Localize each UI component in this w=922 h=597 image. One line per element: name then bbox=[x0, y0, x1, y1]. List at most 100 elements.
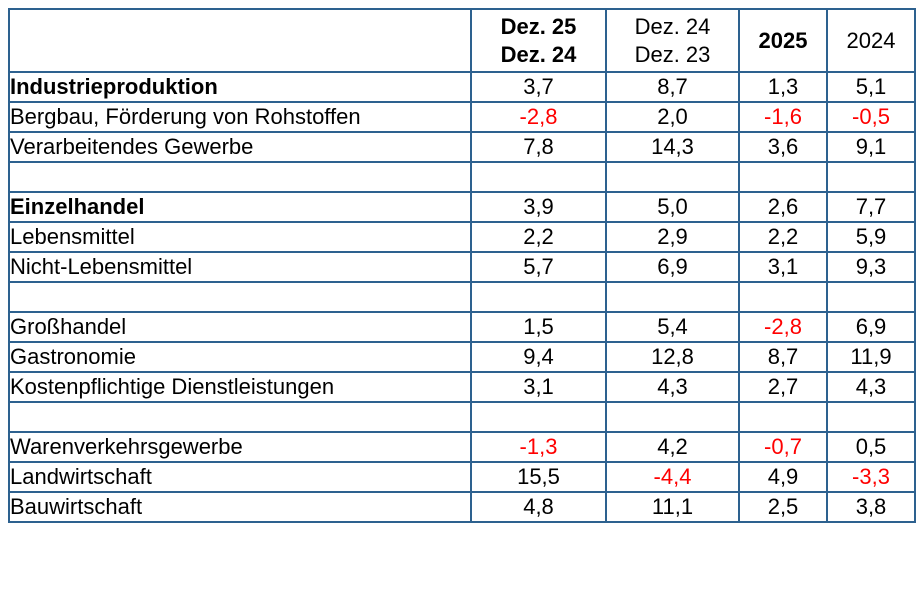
value-cell bbox=[826, 401, 916, 433]
value-cell: 11,9 bbox=[826, 341, 916, 373]
value-cell: 2,6 bbox=[738, 191, 828, 223]
row-label: Großhandel bbox=[8, 311, 472, 343]
table-row: Bergbau, Förderung von Rohstoffen -2,8 2,0… bbox=[8, 101, 916, 133]
value-cell bbox=[470, 281, 607, 313]
value-cell: -1,3 bbox=[470, 431, 607, 463]
header-line1: Dez. 24 bbox=[634, 14, 711, 39]
value-cell: 4,3 bbox=[605, 371, 740, 403]
value-cell bbox=[738, 281, 828, 313]
value-cell: -3,3 bbox=[826, 461, 916, 493]
value-cell: 8,7 bbox=[605, 71, 740, 103]
value-cell: -4,4 bbox=[605, 461, 740, 493]
value-cell: 7,7 bbox=[826, 191, 916, 223]
row-label: Einzelhandel bbox=[8, 191, 472, 223]
value-cell: 1,3 bbox=[738, 71, 828, 103]
value-cell: 2,2 bbox=[470, 221, 607, 253]
value-cell: 3,1 bbox=[470, 371, 607, 403]
value-cell: 5,1 bbox=[826, 71, 916, 103]
table-row: Nicht-Lebensmittel 5,7 6,9 3,1 9,3 bbox=[8, 251, 916, 283]
table-row: Gastronomie 9,4 12,8 8,7 11,9 bbox=[8, 341, 916, 373]
row-label: Warenverkehrsgewerbe bbox=[8, 431, 472, 463]
row-label: Lebensmittel bbox=[8, 221, 472, 253]
value-cell: 6,9 bbox=[605, 251, 740, 283]
value-cell: 3,8 bbox=[826, 491, 916, 523]
header-line2: Dez. 24 bbox=[500, 41, 577, 67]
value-cell bbox=[738, 401, 828, 433]
value-cell bbox=[470, 401, 607, 433]
value-cell bbox=[826, 161, 916, 193]
header-row: Dez. 25 Dez. 24 Dez. 24 Dez. 23 2025 202… bbox=[8, 8, 916, 73]
value-cell: 5,9 bbox=[826, 221, 916, 253]
table-row: Großhandel 1,5 5,4 -2,8 6,9 bbox=[8, 311, 916, 343]
value-cell: 14,3 bbox=[605, 131, 740, 163]
row-label bbox=[8, 401, 472, 433]
value-cell: 4,3 bbox=[826, 371, 916, 403]
row-label: Verarbeitendes Gewerbe bbox=[8, 131, 472, 163]
value-cell: 9,4 bbox=[470, 341, 607, 373]
value-cell: -2,8 bbox=[738, 311, 828, 343]
spacer-row bbox=[8, 401, 916, 433]
value-cell bbox=[738, 161, 828, 193]
value-cell bbox=[605, 161, 740, 193]
header-line1: Dez. 25 bbox=[500, 14, 577, 39]
spacer-row bbox=[8, 281, 916, 313]
row-label: Gastronomie bbox=[8, 341, 472, 373]
value-cell: 3,7 bbox=[470, 71, 607, 103]
value-cell: 3,9 bbox=[470, 191, 607, 223]
value-cell: 7,8 bbox=[470, 131, 607, 163]
row-label: Industrieproduktion bbox=[8, 71, 472, 103]
value-cell: 6,9 bbox=[826, 311, 916, 343]
value-cell: 4,9 bbox=[738, 461, 828, 493]
value-cell: 3,1 bbox=[738, 251, 828, 283]
value-cell: 9,1 bbox=[826, 131, 916, 163]
value-cell: 15,5 bbox=[470, 461, 607, 493]
header-col-dez24-dez23: Dez. 24 Dez. 23 bbox=[605, 8, 740, 73]
value-cell: 12,8 bbox=[605, 341, 740, 373]
row-label: Kostenpflichtige Dienstleistungen bbox=[8, 371, 472, 403]
value-cell: 2,2 bbox=[738, 221, 828, 253]
value-cell: -1,6 bbox=[738, 101, 828, 133]
value-cell: -0,5 bbox=[826, 101, 916, 133]
value-cell bbox=[470, 161, 607, 193]
value-cell: 11,1 bbox=[605, 491, 740, 523]
value-cell bbox=[605, 281, 740, 313]
value-cell: 2,0 bbox=[605, 101, 740, 133]
value-cell: 2,9 bbox=[605, 221, 740, 253]
row-label: Nicht-Lebensmittel bbox=[8, 251, 472, 283]
header-col-2025: 2025 bbox=[738, 8, 828, 73]
table-row: Industrieproduktion 3,7 8,7 1,3 5,1 bbox=[8, 71, 916, 103]
row-label: Landwirtschaft bbox=[8, 461, 472, 493]
value-cell: 5,0 bbox=[605, 191, 740, 223]
row-label: Bergbau, Förderung von Rohstoffen bbox=[8, 101, 472, 133]
value-cell: -0,7 bbox=[738, 431, 828, 463]
value-cell: 1,5 bbox=[470, 311, 607, 343]
value-cell: 0,5 bbox=[826, 431, 916, 463]
value-cell: 9,3 bbox=[826, 251, 916, 283]
value-cell bbox=[605, 401, 740, 433]
value-cell: 3,6 bbox=[738, 131, 828, 163]
value-cell: 2,5 bbox=[738, 491, 828, 523]
table-row: Verarbeitendes Gewerbe 7,8 14,3 3,6 9,1 bbox=[8, 131, 916, 163]
table-row: Warenverkehrsgewerbe -1,3 4,2 -0,7 0,5 bbox=[8, 431, 916, 463]
value-cell: 2,7 bbox=[738, 371, 828, 403]
value-cell: 4,2 bbox=[605, 431, 740, 463]
header-empty-cell bbox=[8, 8, 472, 73]
table-row: Bauwirtschaft 4,8 11,1 2,5 3,8 bbox=[8, 491, 916, 523]
row-label bbox=[8, 281, 472, 313]
row-label: Bauwirtschaft bbox=[8, 491, 472, 523]
value-cell: 5,7 bbox=[470, 251, 607, 283]
table-row: Kostenpflichtige Dienstleistungen 3,1 4,3 2… bbox=[8, 371, 916, 403]
spacer-row bbox=[8, 161, 916, 193]
header-col-dez25-dez24: Dez. 25 Dez. 24 bbox=[470, 8, 607, 73]
value-cell: 4,8 bbox=[470, 491, 607, 523]
row-label bbox=[8, 161, 472, 193]
table-row: Lebensmittel 2,2 2,9 2,2 5,9 bbox=[8, 221, 916, 253]
value-cell: 5,4 bbox=[605, 311, 740, 343]
table-row: Landwirtschaft 15,5 -4,4 4,9 -3,3 bbox=[8, 461, 916, 493]
value-cell bbox=[826, 281, 916, 313]
table-row: Einzelhandel 3,9 5,0 2,6 7,7 bbox=[8, 191, 916, 223]
table-body: Industrieproduktion 3,7 8,7 1,3 5,1 Bergbau, … bbox=[8, 71, 916, 523]
value-cell: -2,8 bbox=[470, 101, 607, 133]
header-line2: Dez. 23 bbox=[634, 41, 711, 67]
